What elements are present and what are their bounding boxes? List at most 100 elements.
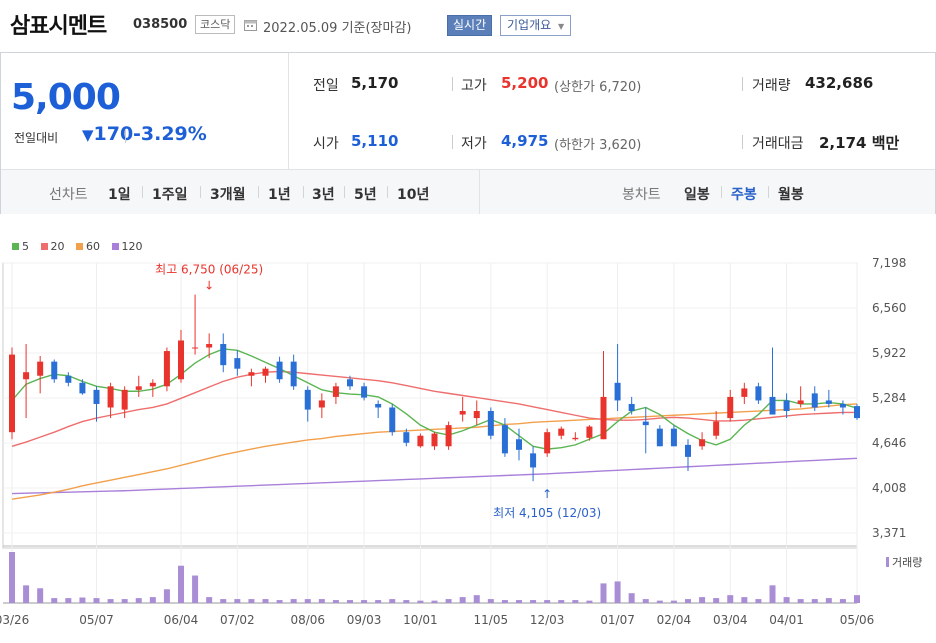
candle-body	[783, 400, 790, 412]
volume-bar	[220, 599, 227, 603]
candle-daily[interactable]: 일봉	[684, 187, 710, 203]
x-tick-label: 09/03	[347, 613, 382, 627]
volume-bar	[304, 599, 311, 603]
volume-bar	[769, 585, 776, 603]
volume-bar	[178, 565, 184, 603]
volume-bar	[23, 585, 30, 603]
volume-bar	[839, 599, 846, 603]
candle-body	[656, 428, 663, 447]
volume-bar	[262, 599, 269, 603]
open-value: 5,110	[351, 132, 399, 150]
period-5y[interactable]: 5년	[354, 187, 377, 203]
period-selector-bar: 선차트 1일 1주일 3개월 1년 3년 5년 10년 봉차트 일봉 주봉 월봉	[1, 169, 935, 214]
annotations: 최고 6,750 (06/25) ↓ ↑ 최저 4,105 (12/03)	[155, 263, 601, 521]
base-date: 2022.05.09 기준(장마감)	[263, 21, 412, 36]
volume-bar	[417, 600, 424, 603]
candle-body	[600, 396, 607, 440]
period-1d[interactable]: 1일	[108, 187, 131, 203]
divider	[303, 186, 304, 198]
volume-bar	[192, 575, 199, 603]
period-3m[interactable]: 3개월	[210, 187, 246, 203]
candle-body	[361, 386, 368, 398]
volume-bar	[487, 599, 494, 603]
x-tick-label: 02/04	[657, 613, 692, 627]
up-arrow-icon: ↑	[542, 487, 552, 501]
open-label: 시가	[313, 136, 339, 152]
volume-bar	[163, 589, 170, 603]
divider	[344, 186, 345, 198]
candle-body	[727, 396, 734, 419]
candle-body	[290, 361, 297, 387]
volume-bar	[713, 598, 720, 603]
stock-chart[interactable]: 거래량 최고 6,750 (06/25) ↓ ↑ 최저 4,105 (12/03) 7…	[0, 243, 936, 643]
legend-item: 20	[40, 240, 65, 253]
volume-bar	[107, 599, 114, 603]
candle-body	[713, 421, 720, 436]
x-tick-label: 08/06	[290, 613, 325, 627]
period-1y[interactable]: 1년	[268, 187, 291, 203]
candle-body	[544, 432, 551, 454]
x-tick-label: 05/07	[79, 613, 114, 627]
candle-body	[811, 393, 818, 408]
divider	[721, 186, 722, 198]
volume-bar	[544, 600, 551, 603]
y-tick-label: 6,560	[872, 301, 906, 315]
candle-body	[318, 400, 325, 408]
candle-body	[459, 411, 466, 415]
candle-monthly[interactable]: 월봉	[778, 187, 804, 203]
divider	[768, 186, 769, 198]
company-info-dropdown[interactable]: 기업개요 ▼	[500, 15, 572, 36]
ma-legend: 5 20 60 120	[12, 240, 151, 253]
candle-body	[854, 406, 860, 419]
high-value: 5,200	[501, 74, 549, 92]
x-tick-label: 01/07	[600, 613, 635, 627]
low-annotation: 최저 4,105 (12/03)	[493, 506, 601, 520]
x-tick-label: 07/02	[220, 613, 255, 627]
high-annotation: 최고 6,750 (06/25)	[155, 263, 263, 277]
period-3y[interactable]: 3년	[312, 187, 335, 203]
candle-chart-label: 봉차트	[622, 187, 661, 203]
y-tick-label: 7,198	[872, 256, 906, 270]
candle-body	[332, 386, 339, 397]
candle-body	[9, 354, 15, 433]
divider	[452, 135, 453, 149]
volume-bar	[614, 581, 621, 603]
volume-bar	[670, 600, 677, 603]
current-price-box: 5,000 전일대비 ▼170 -3.29%	[1, 53, 289, 169]
quote-panel: 5,000 전일대비 ▼170 -3.29% 전일 5,170 시가 5,110…	[0, 52, 936, 214]
ma-line-120	[11, 457, 858, 495]
candle-body	[220, 343, 227, 366]
volume-bar	[459, 597, 466, 603]
y-tick-label: 4,646	[872, 436, 906, 450]
company-info-label: 기업개요	[507, 18, 552, 32]
volume-bar	[375, 600, 382, 603]
volume-bar	[79, 597, 86, 603]
low-value: 4,975	[501, 132, 549, 150]
prev-value: 5,170	[351, 74, 399, 92]
candle-body	[304, 389, 311, 410]
period-10y[interactable]: 10년	[397, 187, 430, 203]
realtime-button[interactable]: 실시간	[447, 15, 493, 36]
volume-bar	[65, 598, 72, 603]
candle-body	[234, 358, 241, 369]
period-1w[interactable]: 1주일	[152, 187, 188, 203]
candle-body	[23, 372, 30, 380]
volume-bar	[558, 600, 565, 603]
volume-bar	[473, 595, 480, 603]
volume-bar	[332, 600, 339, 603]
down-arrow-icon: ▼	[82, 126, 94, 144]
y-tick-label: 3,371	[872, 526, 906, 540]
candle-body	[206, 343, 213, 348]
divider	[142, 186, 143, 198]
candle-body	[431, 433, 438, 447]
x-tick-label: 04/01	[769, 613, 804, 627]
candle-body	[248, 372, 255, 376]
candle-body	[769, 396, 776, 415]
volume-bar	[586, 600, 593, 603]
x-tick-label: 05/06	[840, 613, 875, 627]
candle-weekly[interactable]: 주봉	[731, 187, 757, 203]
candle-body	[685, 444, 691, 457]
candle-body	[163, 351, 170, 387]
candle-body	[276, 361, 283, 380]
volume-bar	[727, 595, 734, 603]
